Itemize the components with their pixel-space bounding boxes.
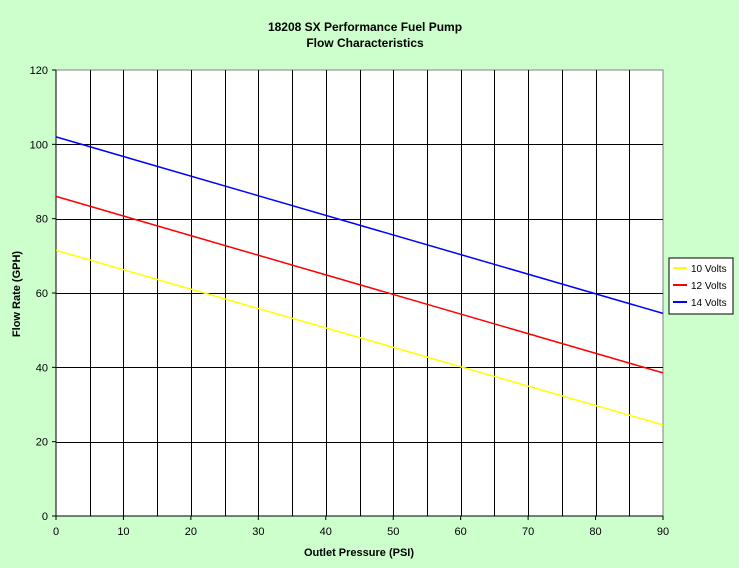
series-line <box>55 249 664 426</box>
y-tick-label: 100 <box>30 139 48 151</box>
x-tick-label: 10 <box>117 526 129 538</box>
series-line <box>55 136 664 315</box>
x-axis-title: Outlet Pressure (PSI) <box>304 547 414 559</box>
y-tick-label: 20 <box>36 437 48 449</box>
legend: 10 Volts 12 Volts 14 Volts <box>668 257 734 315</box>
y-tick-label: 40 <box>36 362 48 374</box>
x-tick-label: 30 <box>252 526 264 538</box>
chart-subtitle: Flow Characteristics <box>306 36 424 50</box>
y-tick-label: 80 <box>36 214 48 226</box>
series-line <box>55 195 664 374</box>
chart-title: 18208 SX Performance Fuel Pump <box>268 20 462 34</box>
plot-area: 0 10 20 30 40 50 60 70 80 90 0 20 40 60 80 100 120 <box>30 65 669 538</box>
x-tick-label: 50 <box>387 526 399 538</box>
legend-label: 14 Volts <box>691 298 727 309</box>
x-tick-label: 70 <box>522 526 534 538</box>
y-tick-label: 60 <box>36 288 48 300</box>
y-tick-label: 0 <box>42 511 48 523</box>
x-tick-label: 40 <box>320 526 332 538</box>
legend-label: 12 Volts <box>691 281 727 292</box>
x-tick-label: 80 <box>589 526 601 538</box>
x-tick-label: 90 <box>657 526 669 538</box>
y-axis-title: Flow Rate (GPH) <box>11 251 23 338</box>
legend-label: 10 Volts <box>691 264 727 275</box>
x-tick-label: 60 <box>455 526 467 538</box>
y-tick-label: 120 <box>30 65 48 77</box>
x-tick-label: 20 <box>185 526 197 538</box>
x-tick-label: 0 <box>53 526 59 538</box>
